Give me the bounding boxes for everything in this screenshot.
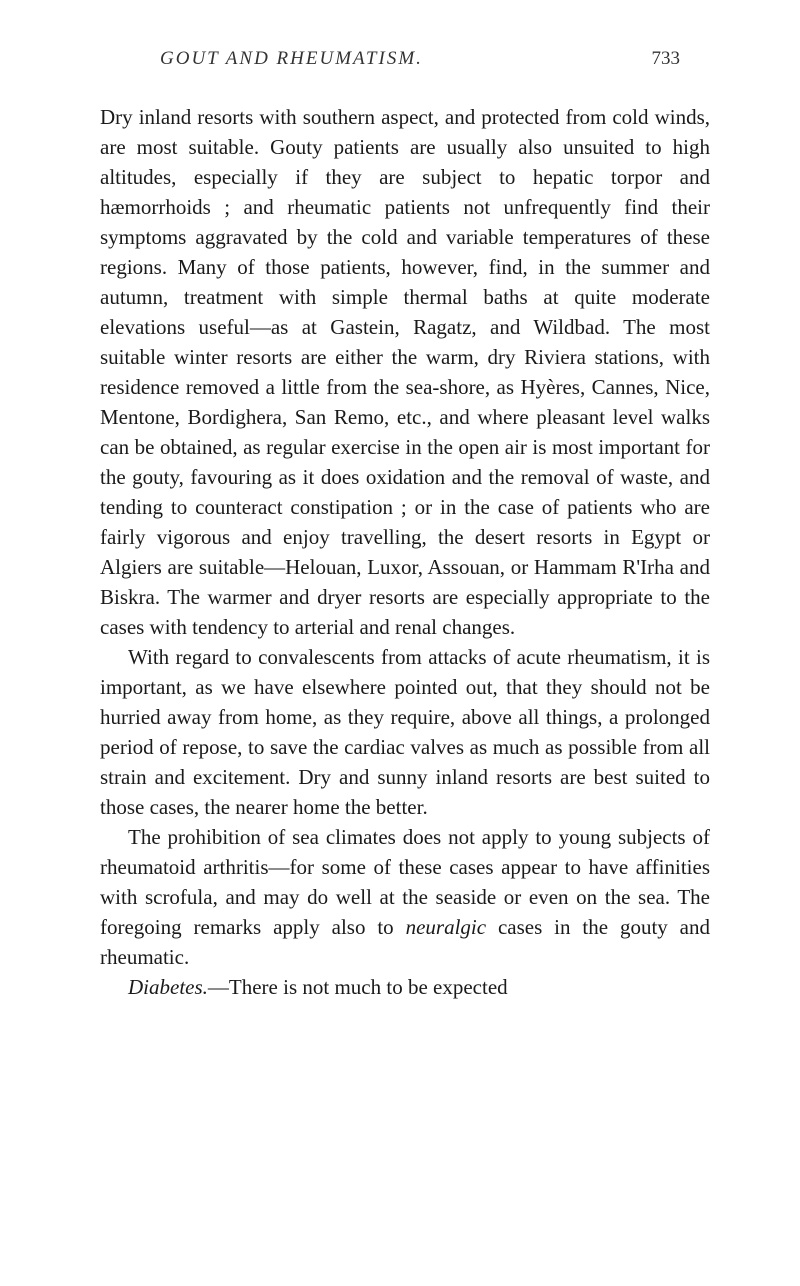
- page-header: GOUT AND RHEUMATISM. 733: [100, 48, 710, 70]
- p4-italic: Diabetes.: [128, 975, 208, 999]
- paragraph-4: Diabetes.—There is not much to be expect…: [100, 972, 710, 1002]
- paragraph-3: The prohibition of sea climates does not…: [100, 822, 710, 972]
- body-text: Dry inland resorts with southern aspect,…: [100, 102, 710, 1002]
- page-number: 733: [652, 48, 681, 70]
- p4-text-2: —There is not much to be expected: [208, 975, 508, 999]
- paragraph-2: With regard to convalescents from attack…: [100, 642, 710, 822]
- running-title: GOUT AND RHEUMATISM.: [160, 48, 423, 70]
- paragraph-1: Dry inland resorts with southern aspect,…: [100, 102, 710, 642]
- p3-italic: neuralgic: [406, 915, 486, 939]
